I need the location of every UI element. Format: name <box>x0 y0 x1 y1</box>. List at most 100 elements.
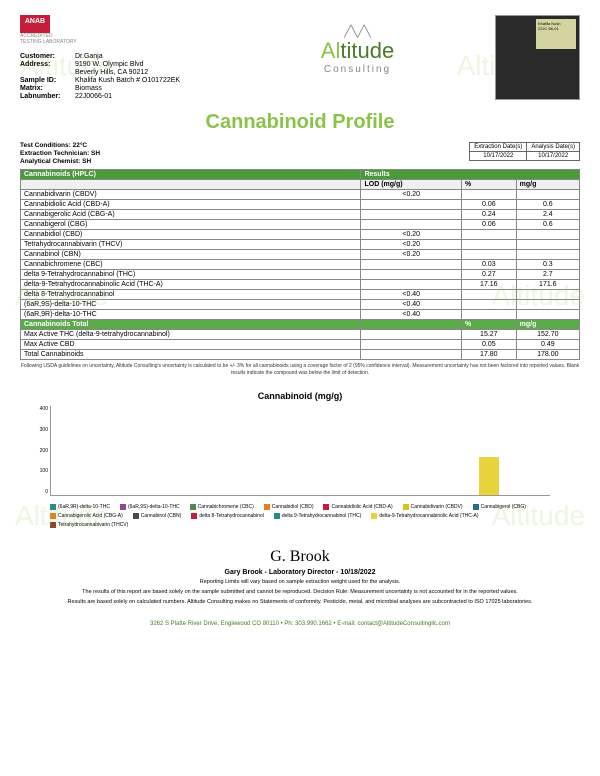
cell-name: Max Active THC (delta-9-tetrahydrocannab… <box>21 330 361 340</box>
legend-swatch <box>50 504 56 510</box>
legend-swatch <box>274 513 280 519</box>
cell-mgg <box>516 250 579 260</box>
cell-lod: <0.20 <box>361 230 462 240</box>
cell-lod <box>361 260 462 270</box>
cell-pct <box>461 190 516 200</box>
table-row: Cannabidiolic Acid (CBD-A)0.060.6 <box>21 200 580 210</box>
th-lod: LOD (mg/g) <box>361 180 462 190</box>
y-tick: 100 <box>33 468 48 474</box>
legend-swatch <box>50 513 56 519</box>
cell-lod <box>361 270 462 280</box>
cell-name: Cannabigerol (CBG) <box>21 220 361 230</box>
ana-date: 10/17/2022 <box>527 152 580 161</box>
legend-swatch <box>50 522 56 528</box>
cell-pct <box>461 310 516 320</box>
legend-swatch <box>403 504 409 510</box>
cell-lod: <0.20 <box>361 250 462 260</box>
cell-lod: <0.20 <box>361 240 462 250</box>
cell-name: (6aR,9S)-delta-10-THC <box>21 300 361 310</box>
legend-label: delta 9-Tetrahydrocannabinol (THC) <box>282 513 361 519</box>
th-pct: % <box>461 180 516 190</box>
table-row: Cannabidivarin (CBDV)<0.20 <box>21 190 580 200</box>
cell-lod <box>361 200 462 210</box>
cell-pct: 15.27 <box>461 330 516 340</box>
cannabinoid-table: Cannabinoids (HPLC)Results LOD (mg/g)%mg… <box>20 169 580 360</box>
legend-item: Cannabichromene (CBC) <box>190 504 254 510</box>
legend-swatch <box>120 504 126 510</box>
legend-swatch <box>190 504 196 510</box>
sampleid-val: Khalifa Kush Batch # O101722EK <box>75 77 220 84</box>
th-total: Cannabinoids Total <box>21 320 361 330</box>
table-row: delta 8-Tetrahydrocannabinol<0.40 <box>21 290 580 300</box>
cell-lod <box>361 280 462 290</box>
customer-label: Customer: <box>20 53 75 60</box>
legend-item: (6aR,9R)-delta-10-THC <box>50 504 110 510</box>
cell-mgg <box>516 290 579 300</box>
header: ANAB ACCREDITED TESTING LABORATORY Custo… <box>20 15 580 101</box>
legend-swatch <box>191 513 197 519</box>
cell-pct: 0.06 <box>461 200 516 210</box>
th-mgg: mg/g <box>516 180 579 190</box>
cell-lod <box>361 220 462 230</box>
table-row: Cannabigerolic Acid (CBG-A)0.242.4 <box>21 210 580 220</box>
cell-name: (6aR,9R)-delta-10-THC <box>21 310 361 320</box>
th-pct2: % <box>461 320 516 330</box>
ext-date: 10/17/2022 <box>470 152 527 161</box>
legend-item: Cannabidiolic Acid (CBD-A) <box>323 504 392 510</box>
cell-mgg: 0.6 <box>516 220 579 230</box>
cell-name: delta-9-Tetrahydrocannabinolic Acid (THC… <box>21 280 361 290</box>
disclaimer: Following USDA guidelines on uncertainty… <box>20 363 580 376</box>
cell-name: Total Cannabinoids <box>21 350 361 360</box>
legend-label: Cannabigerol (CBG) <box>481 504 526 510</box>
sig-l1: Reporting Limits will vary based on samp… <box>20 579 580 586</box>
legend-item: Cannabidivarin (CBDV) <box>403 504 463 510</box>
date-table: Extraction Date(s)Analysis Date(s) 10/17… <box>469 142 580 161</box>
cell-mgg <box>516 230 579 240</box>
th-cann: Cannabinoids (HPLC) <box>21 170 361 180</box>
cell-name: Tetrahydrocannabivarin (THCV) <box>21 240 361 250</box>
table-row: Cannabichromene (CBC)0.030.3 <box>21 260 580 270</box>
cell-mgg: 178.00 <box>516 350 579 360</box>
table-row: Cannabinol (CBN)<0.20 <box>21 250 580 260</box>
logo-b: titude <box>340 38 394 63</box>
customer-val: Dr.Ganja <box>75 53 220 60</box>
header-info: ANAB ACCREDITED TESTING LABORATORY Custo… <box>20 15 220 101</box>
cell-name: Cannabidiol (CBD) <box>21 230 361 240</box>
legend-label: delta 8-Tetrahydrocannabinol <box>199 513 264 519</box>
cell-name: Cannabidivarin (CBDV) <box>21 190 361 200</box>
legend-label: Tetrahydrocannabivarin (THCV) <box>58 522 128 528</box>
cell-lod <box>361 210 462 220</box>
legend-item: Cannabigerol (CBG) <box>473 504 526 510</box>
cell-pct: 0.27 <box>461 270 516 280</box>
legend-label: Cannabichromene (CBC) <box>198 504 254 510</box>
address-val1: 9190 W. Olympic Blvd <box>75 61 220 68</box>
logo-sub: Consulting <box>321 64 394 75</box>
table-row: delta-9-Tetrahydrocannabinolic Acid (THC… <box>21 280 580 290</box>
legend-swatch <box>371 513 377 519</box>
legend-item: delta 8-Tetrahydrocannabinol <box>191 513 264 519</box>
table-row: Cannabidiol (CBD)<0.20 <box>21 230 580 240</box>
cell-mgg: 0.6 <box>516 200 579 210</box>
cell-name: delta 8-Tetrahydrocannabinol <box>21 290 361 300</box>
cell-lod: <0.20 <box>361 190 462 200</box>
cell-mgg: 152.70 <box>516 330 579 340</box>
cell-mgg <box>516 190 579 200</box>
cell-lod: <0.40 <box>361 300 462 310</box>
cell-lod: <0.40 <box>361 310 462 320</box>
ext-hdr: Extraction Date(s) <box>470 143 527 152</box>
legend-swatch <box>264 504 270 510</box>
test-cond-1: Test Conditions: 22°C <box>20 142 100 149</box>
sig-l2: The results of this report are based sol… <box>20 589 580 596</box>
legend-label: (6aR,9R)-delta-10-THC <box>58 504 110 510</box>
cell-mgg: 2.7 <box>516 270 579 280</box>
cell-pct <box>461 250 516 260</box>
legend-swatch <box>133 513 139 519</box>
table-row: Tetrahydrocannabivarin (THCV)<0.20 <box>21 240 580 250</box>
cell-pct <box>461 230 516 240</box>
y-tick: 400 <box>33 406 48 412</box>
address-label: Address: <box>20 61 75 68</box>
legend-item: delta-9-Tetrahydrocannabinolic Acid (THC… <box>371 513 478 519</box>
cell-name: Max Active CBD <box>21 340 361 350</box>
legend-label: Cannabidiolic Acid (CBD-A) <box>331 504 392 510</box>
cell-pct <box>461 240 516 250</box>
